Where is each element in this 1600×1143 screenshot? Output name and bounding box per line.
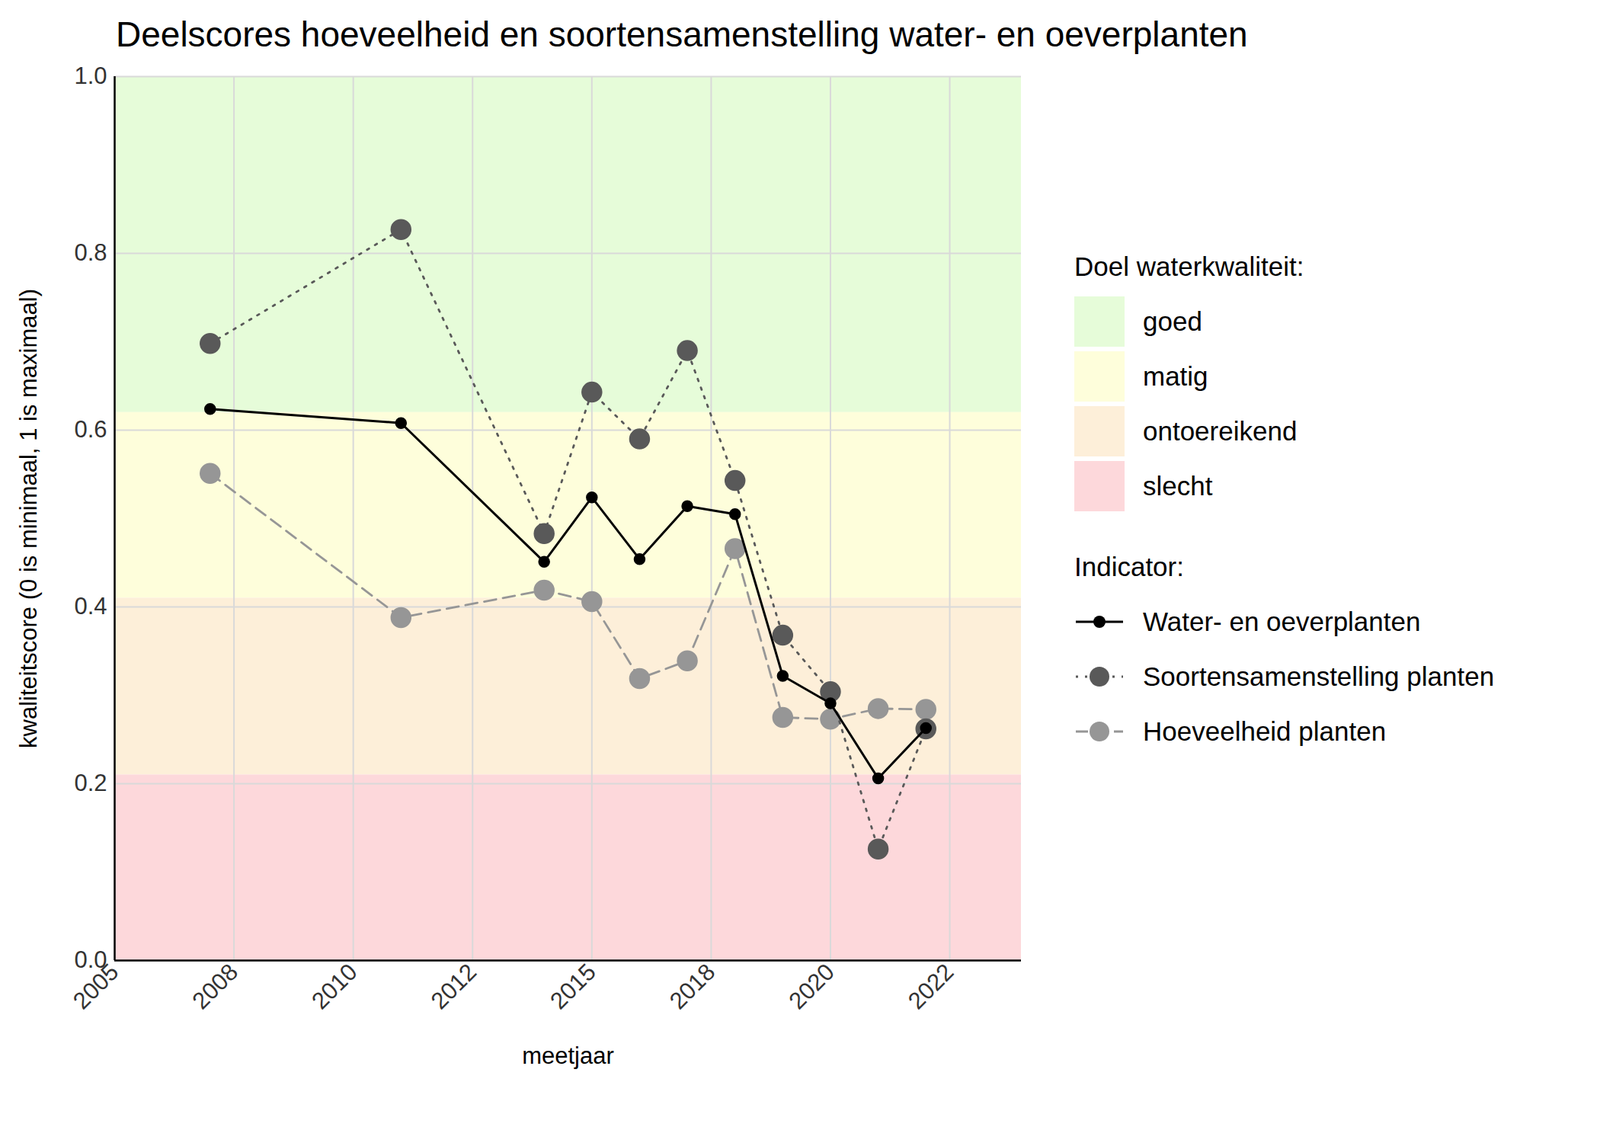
html-text:Soortensamenstelling planten: Soortensamenstelling planten bbox=[1142, 661, 1495, 692]
svg-text:2015: 2015 bbox=[544, 958, 602, 1015]
svg-text:1.0: 1.0 bbox=[73, 62, 107, 90]
svg-text:2020: 2020 bbox=[783, 958, 840, 1015]
svg-text:meetjaar: meetjaar bbox=[521, 1042, 615, 1069]
svg-text:2012: 2012 bbox=[425, 958, 483, 1015]
svg-text:0.8: 0.8 bbox=[73, 239, 107, 266]
svg-text:0.4: 0.4 bbox=[73, 592, 107, 620]
html-text:goed: goed bbox=[1142, 306, 1203, 336]
svg-text:2022: 2022 bbox=[902, 958, 960, 1015]
html-text:matig: matig bbox=[1142, 361, 1209, 391]
svg-text:0.6: 0.6 bbox=[73, 416, 107, 443]
html-text:Doel waterkwaliteit:: Doel waterkwaliteit: bbox=[1074, 251, 1304, 282]
svg-text:0.2: 0.2 bbox=[73, 769, 107, 797]
svg-text:2005: 2005 bbox=[67, 958, 125, 1015]
svg-text:kwaliteitscore (0 is minimaal,: kwaliteitscore (0 is minimaal, 1 is maxi… bbox=[15, 288, 42, 749]
svg-text:2008: 2008 bbox=[187, 958, 244, 1015]
html-text:ontoereikend: ontoereikend bbox=[1142, 416, 1298, 446]
html-text:Indicator:: Indicator: bbox=[1074, 551, 1184, 582]
svg-text:2010: 2010 bbox=[306, 958, 363, 1015]
html-text:Water- en oeverplanten: Water- en oeverplanten bbox=[1142, 606, 1421, 637]
svg-text:0.0: 0.0 bbox=[74, 946, 108, 974]
svg-text:2018: 2018 bbox=[664, 958, 721, 1015]
html-text:Hoeveelheid planten: Hoeveelheid planten bbox=[1142, 716, 1386, 746]
html-text:slecht: slecht bbox=[1142, 470, 1213, 501]
html-text:Deelscores hoeveelheid en soor: Deelscores hoeveelheid en soortensamenst… bbox=[115, 14, 1248, 55]
